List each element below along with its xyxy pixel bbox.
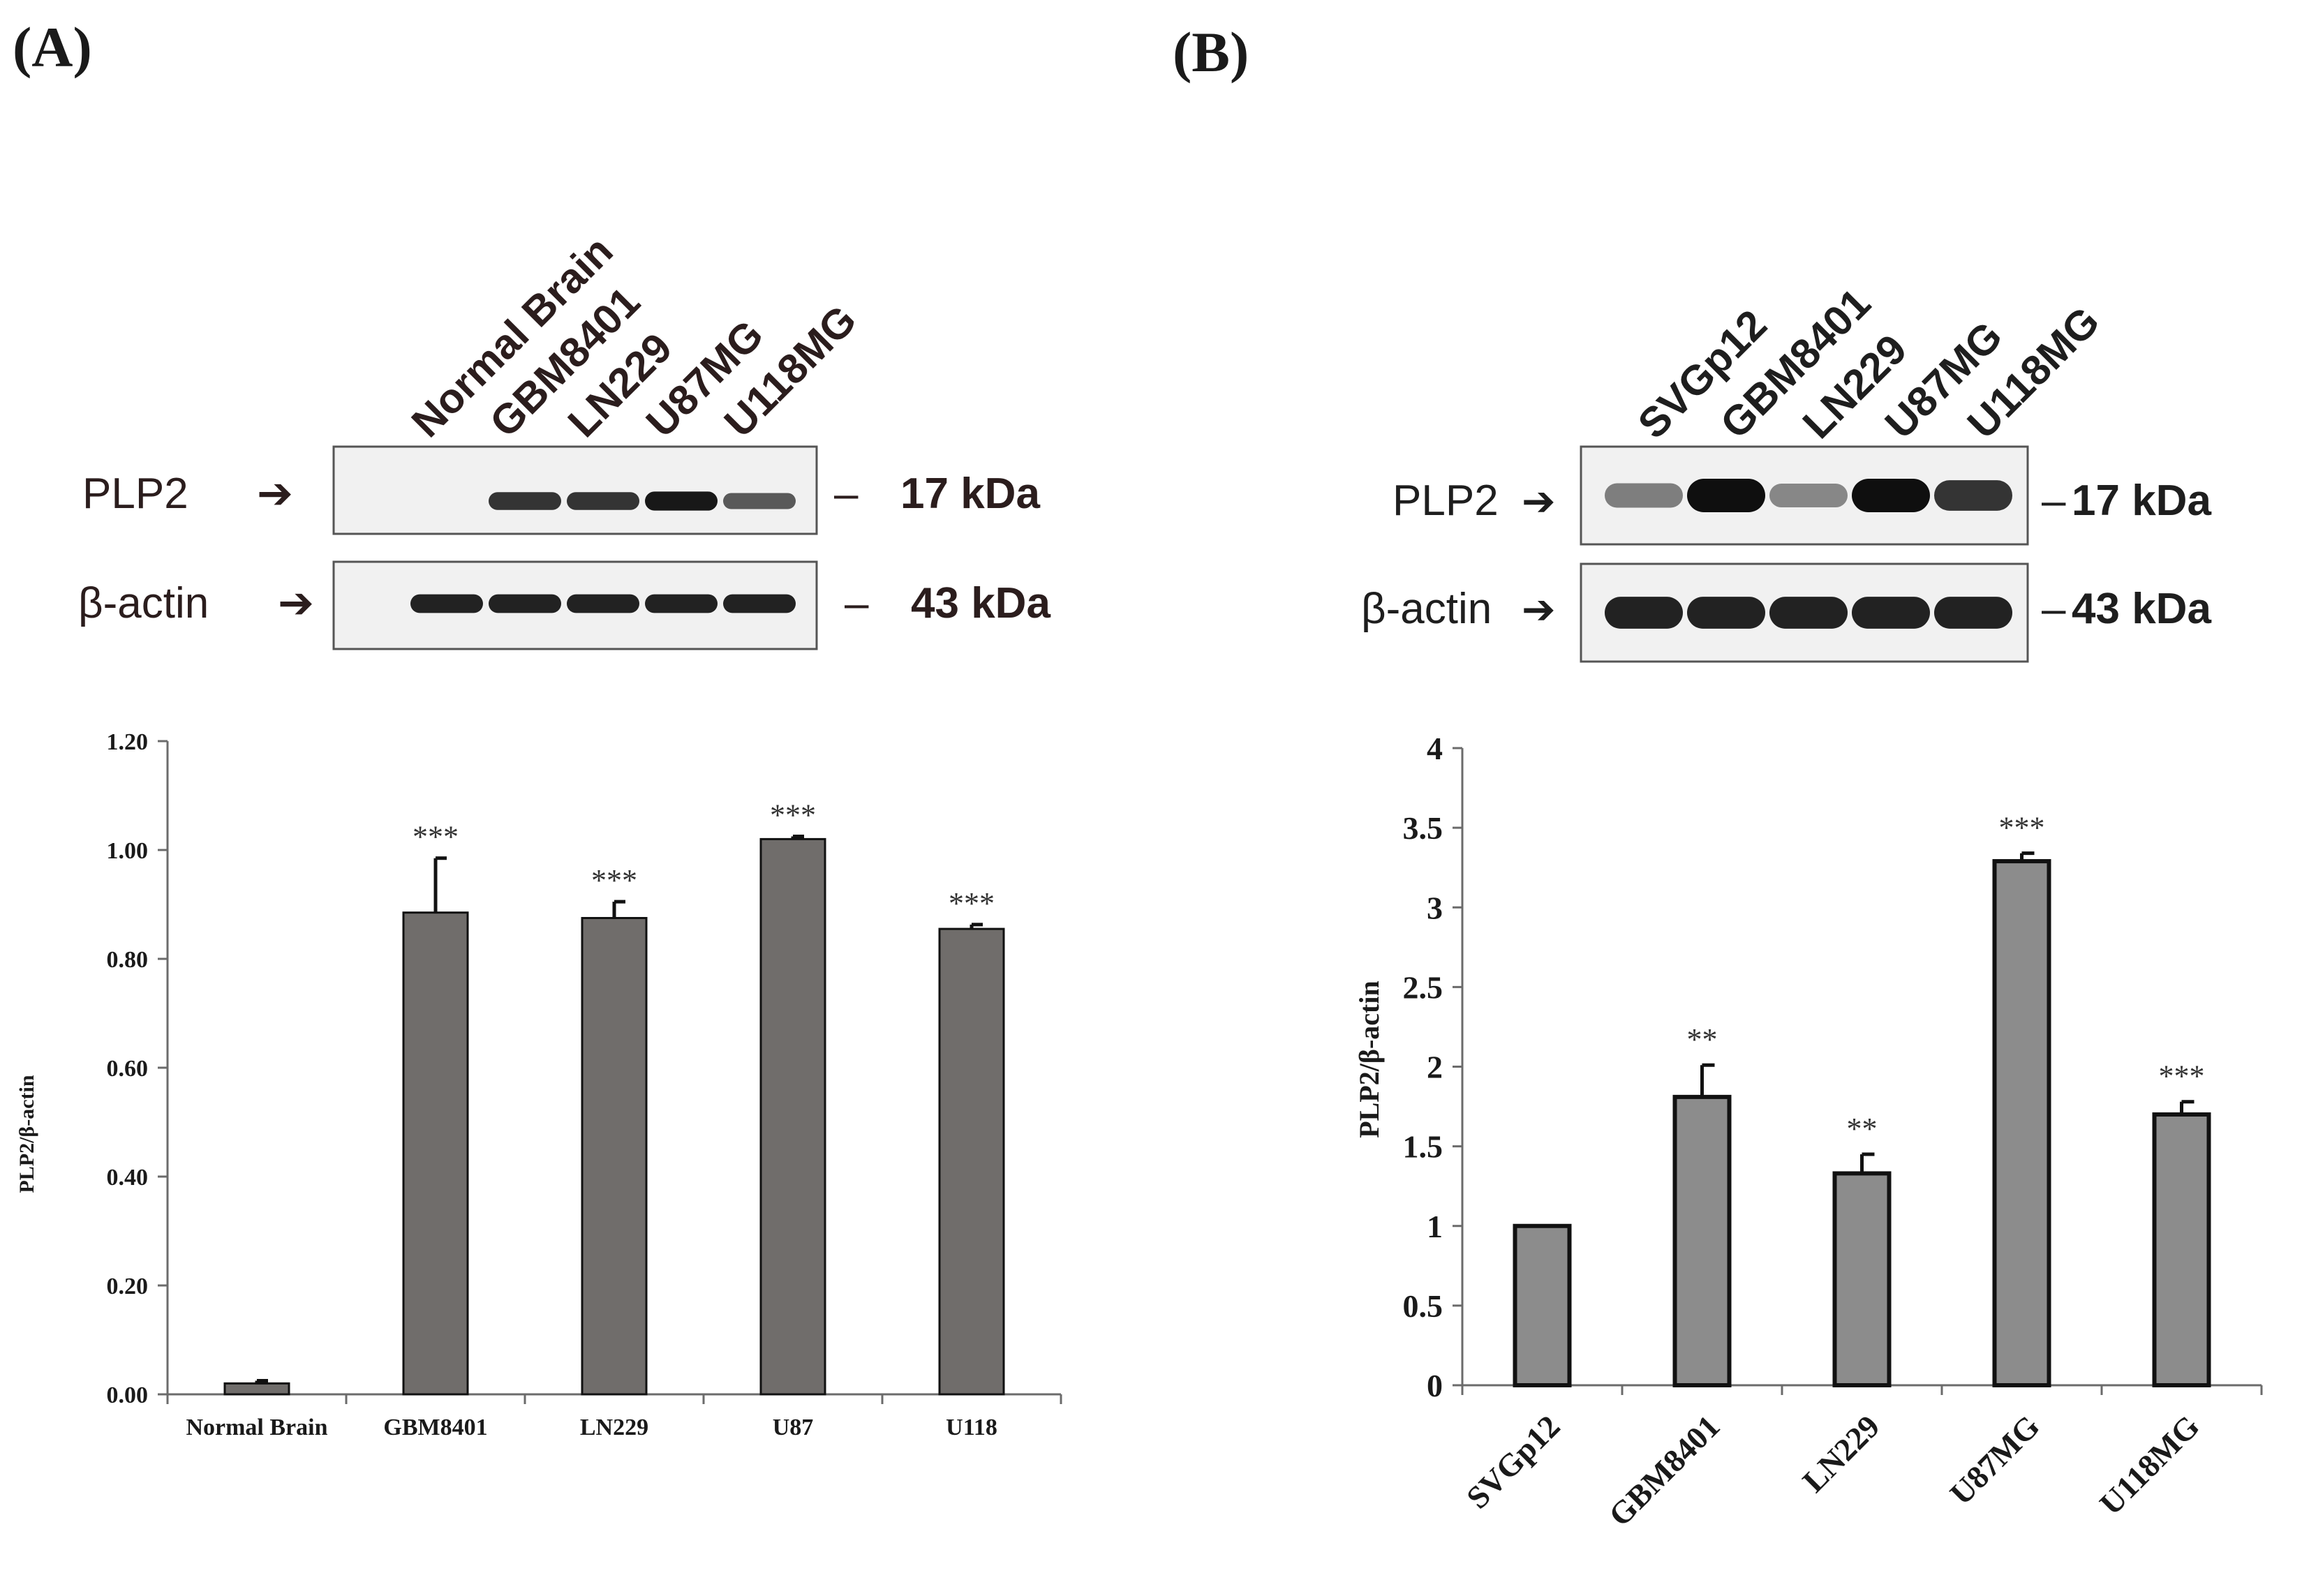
blot-band — [723, 493, 796, 509]
blot-band — [489, 492, 561, 510]
bar — [1672, 1094, 1732, 1388]
y-tick-label: 0.60 — [107, 1056, 149, 1082]
panel-a-marker-dash-1: – — [834, 470, 859, 518]
x-tick-label: U87MG — [1943, 1408, 2046, 1512]
blot-band — [1605, 483, 1683, 508]
blot-band — [1934, 597, 2012, 629]
y-tick-label: 2 — [1427, 1050, 1443, 1085]
x-tick-label: Normal Brain — [186, 1415, 327, 1440]
panel-b-marker-dash-1: – — [2042, 477, 2066, 525]
panel-b-marker-plp2: 17 kDa — [2072, 477, 2211, 525]
chart-a-ylabel: PLP2/β-actin — [15, 1075, 38, 1193]
y-tick-label: 0.5 — [1403, 1288, 1443, 1324]
blot-band — [567, 492, 639, 510]
y-tick-label: 0.40 — [107, 1165, 149, 1191]
y-tick-label: 3 — [1427, 890, 1443, 925]
bar — [1513, 1223, 1572, 1387]
bar — [2152, 1112, 2211, 1387]
x-tick-label: GBM8401 — [383, 1415, 487, 1440]
panel-b-marker-actin: 43 kDa — [2072, 585, 2211, 633]
significance-label: *** — [2159, 1059, 2205, 1094]
y-tick-label: 0.80 — [107, 947, 149, 973]
x-tick-label: U87 — [773, 1415, 814, 1440]
panel-b-row-label-plp2: PLP2 — [1393, 477, 1499, 525]
significance-label: *** — [770, 798, 816, 833]
blot-band — [1769, 484, 1848, 507]
panel-b-arrow-actin: ➔ — [1522, 587, 1556, 632]
blot-band — [645, 491, 718, 511]
panel-a-marker-dash-2: – — [845, 579, 869, 627]
blot-band — [723, 594, 796, 613]
blot-band — [1934, 480, 2012, 511]
panel-a-bands — [410, 491, 796, 613]
panel-b-bands — [1605, 479, 2012, 629]
blot-band — [410, 594, 483, 613]
blot-band — [1769, 597, 1848, 629]
panel-a-arrow-plp2: ➔ — [257, 470, 293, 518]
panel-a-marker-actin: 43 kDa — [911, 579, 1050, 627]
chart-b: PLP2/β-actin 0 0.5 1 1.5 2 2.5 3 3.5 4 SVGp12 ** GB… — [1353, 731, 2263, 1533]
y-tick-label: 1 — [1427, 1209, 1443, 1244]
panel-a-blot-box-plp2 — [332, 445, 818, 535]
y-tick-label: 1.20 — [107, 729, 149, 755]
panel-a-row-label-actin: β-actin — [78, 579, 209, 627]
significance-label: *** — [1999, 811, 2045, 845]
bar — [581, 917, 648, 1396]
bar — [223, 1382, 290, 1396]
y-tick-label: 1.00 — [107, 838, 149, 864]
panel-a-letter: (A) — [13, 15, 92, 79]
y-tick-label: 3.5 — [1403, 810, 1443, 846]
y-tick-label: 0 — [1427, 1368, 1443, 1403]
x-tick-label: GBM8401 — [1602, 1408, 1727, 1533]
y-tick-label: 0.20 — [107, 1274, 149, 1299]
panel-b-arrow-plp2: ➔ — [1522, 479, 1556, 524]
y-tick-label: 2.5 — [1403, 969, 1443, 1005]
bar — [759, 837, 826, 1396]
blot-band — [1852, 479, 1930, 512]
panel-b-marker-dash-2: – — [2042, 585, 2066, 633]
bar — [938, 927, 1005, 1396]
blot-band — [1687, 479, 1765, 512]
bar — [1992, 859, 2051, 1387]
x-tick-label: LN229 — [1796, 1408, 1887, 1499]
blot-band — [645, 594, 718, 613]
x-tick-label: U118MG — [2093, 1408, 2206, 1522]
significance-label: *** — [591, 863, 637, 897]
panel-b-row-label-actin: β-actin — [1361, 585, 1492, 633]
y-tick-label: 4 — [1427, 731, 1443, 766]
panel-a-arrow-actin: ➔ — [278, 579, 314, 627]
bar — [1832, 1171, 1892, 1387]
blot-band — [1605, 597, 1683, 629]
chart-a: PLP2/β-actin 0.00 0.20 0.40 0.60 0.80 1.00 1.2… — [15, 729, 1062, 1440]
blot-band — [1687, 597, 1765, 629]
chart-b-ylabel: PLP2/β-actin — [1353, 980, 1385, 1138]
x-tick-label: U118 — [946, 1415, 997, 1440]
x-tick-label: SVGp12 — [1460, 1408, 1567, 1516]
bar — [402, 911, 469, 1396]
panel-b-letter: (B) — [1173, 20, 1249, 84]
x-tick-label: LN229 — [580, 1415, 648, 1440]
panel-a-marker-plp2: 17 kDa — [900, 470, 1040, 518]
blot-band — [1852, 597, 1930, 629]
significance-label: ** — [1847, 1112, 1878, 1146]
significance-label: ** — [1687, 1022, 1718, 1057]
blot-band — [567, 594, 639, 613]
panel-a-row-label-plp2: PLP2 — [82, 470, 188, 518]
blot-band — [489, 594, 561, 613]
y-tick-label: 1.5 — [1403, 1129, 1443, 1165]
significance-label: *** — [413, 820, 459, 854]
y-tick-label: 0.00 — [107, 1382, 149, 1408]
significance-label: *** — [949, 886, 995, 920]
